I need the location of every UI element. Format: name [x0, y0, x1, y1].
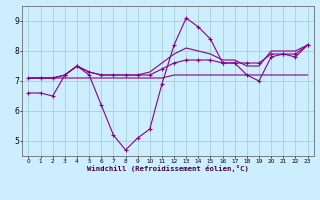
X-axis label: Windchill (Refroidissement éolien,°C): Windchill (Refroidissement éolien,°C)	[87, 165, 249, 172]
